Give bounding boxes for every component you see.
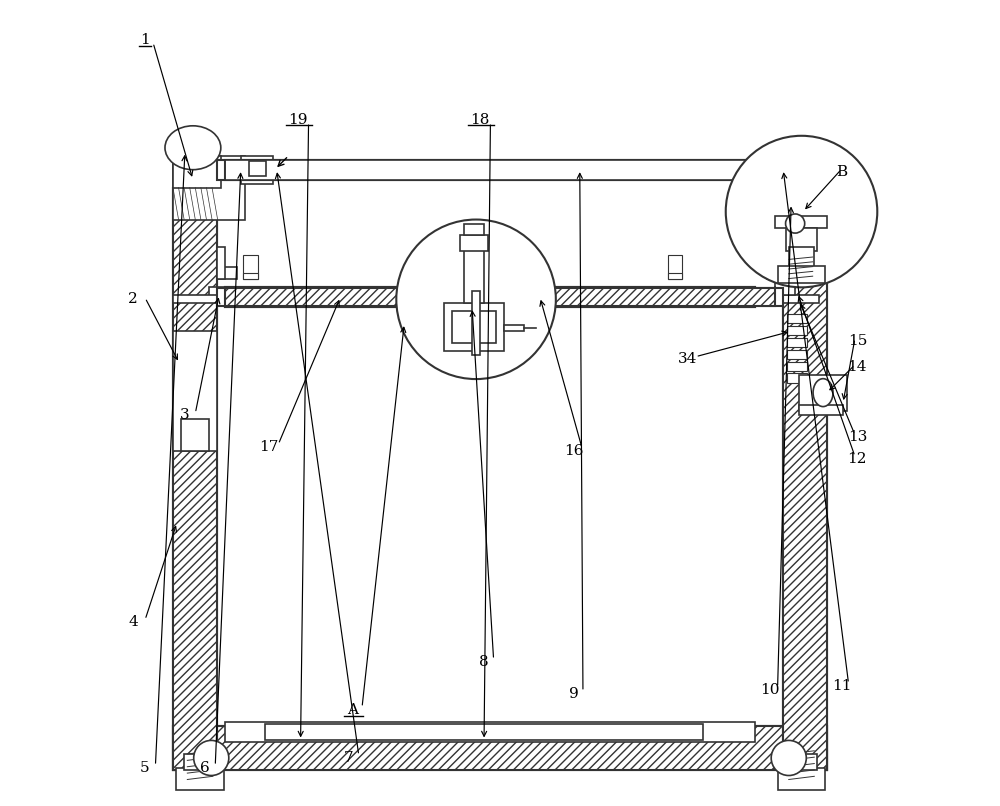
Bar <box>173 156 245 219</box>
Text: 5: 5 <box>140 762 150 775</box>
Text: 2: 2 <box>128 293 138 306</box>
Bar <box>786 754 817 770</box>
Bar <box>173 726 827 770</box>
Bar <box>775 160 827 208</box>
Bar <box>787 373 807 383</box>
Bar <box>775 215 827 227</box>
Bar <box>225 160 779 180</box>
Bar <box>444 303 504 351</box>
Bar <box>778 767 825 790</box>
Text: A: A <box>347 703 358 717</box>
Text: 8: 8 <box>479 655 489 669</box>
Bar <box>775 160 787 176</box>
Text: 13: 13 <box>848 430 867 444</box>
Text: 1: 1 <box>140 33 150 47</box>
Bar <box>787 338 807 347</box>
Bar <box>173 295 225 303</box>
Bar <box>181 419 209 451</box>
Bar <box>209 287 225 299</box>
Bar <box>464 223 484 235</box>
Bar <box>217 268 237 280</box>
Bar <box>787 314 807 323</box>
Bar <box>787 326 807 335</box>
Bar <box>668 256 682 280</box>
Bar <box>173 188 217 770</box>
Text: 4: 4 <box>128 615 138 629</box>
Bar <box>265 725 703 741</box>
Bar <box>799 375 847 411</box>
Text: 6: 6 <box>200 762 210 775</box>
Bar <box>668 273 682 280</box>
Circle shape <box>194 741 229 775</box>
Bar <box>243 256 258 280</box>
Circle shape <box>771 741 806 775</box>
Circle shape <box>786 214 805 233</box>
Circle shape <box>396 219 556 379</box>
Bar <box>786 227 817 251</box>
Text: 11: 11 <box>832 679 851 693</box>
Bar <box>249 161 266 176</box>
Text: 15: 15 <box>848 334 867 347</box>
Bar <box>241 156 273 184</box>
Bar <box>225 288 775 305</box>
Bar <box>787 362 807 371</box>
Bar <box>783 164 827 219</box>
Bar <box>184 754 216 770</box>
Text: 10: 10 <box>760 683 779 697</box>
Bar <box>504 325 524 331</box>
Bar <box>452 311 496 343</box>
Bar <box>243 273 258 280</box>
Bar <box>472 291 480 355</box>
Text: 12: 12 <box>848 452 867 466</box>
Text: 7: 7 <box>344 751 353 765</box>
Text: 9: 9 <box>569 688 579 701</box>
Bar <box>173 156 221 188</box>
Text: 3: 3 <box>180 408 190 422</box>
Bar <box>460 235 488 251</box>
Bar <box>464 247 484 303</box>
Bar <box>783 188 827 770</box>
Bar <box>771 172 847 208</box>
Bar <box>271 160 283 178</box>
Bar <box>225 160 775 180</box>
Bar <box>225 722 755 742</box>
Bar <box>173 331 217 451</box>
Bar <box>783 164 819 208</box>
Bar <box>173 188 217 770</box>
Bar <box>225 287 755 307</box>
Bar <box>176 767 224 790</box>
Bar <box>217 247 225 280</box>
Bar <box>799 405 843 415</box>
Bar <box>778 247 786 280</box>
Bar <box>775 284 795 295</box>
Bar <box>217 160 783 180</box>
Text: 18: 18 <box>470 113 490 127</box>
Ellipse shape <box>813 379 833 406</box>
Text: 34: 34 <box>678 352 697 366</box>
Ellipse shape <box>165 126 221 170</box>
Text: B: B <box>836 164 847 179</box>
Bar <box>787 350 807 359</box>
Bar <box>173 726 827 770</box>
Text: 14: 14 <box>848 360 867 374</box>
Text: 16: 16 <box>564 444 584 458</box>
Bar <box>783 164 827 219</box>
Bar <box>767 295 819 303</box>
Bar <box>778 266 825 284</box>
Bar <box>767 268 787 280</box>
Text: 17: 17 <box>259 440 278 454</box>
Circle shape <box>726 135 877 287</box>
Text: 19: 19 <box>288 113 308 127</box>
Bar <box>789 247 814 268</box>
Bar <box>225 287 755 307</box>
Bar <box>783 188 827 770</box>
Bar <box>217 288 783 305</box>
